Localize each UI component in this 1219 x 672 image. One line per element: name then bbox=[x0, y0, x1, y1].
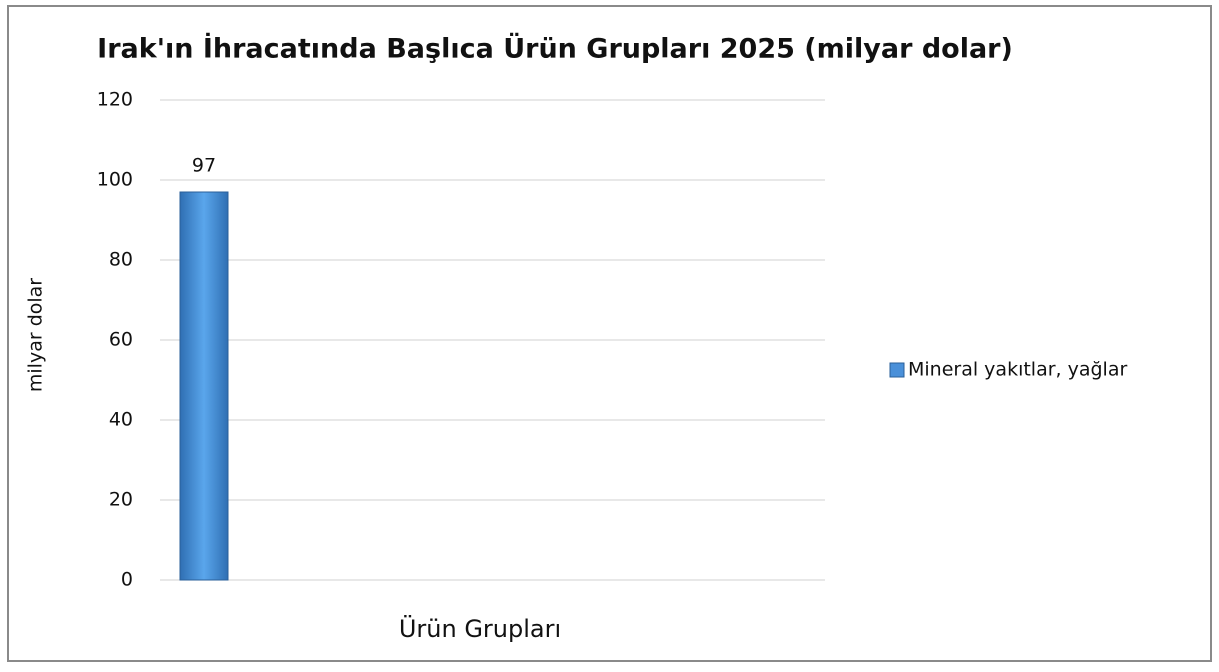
y-tick-label: 80 bbox=[109, 249, 133, 271]
legend-swatch bbox=[889, 362, 905, 378]
bar bbox=[179, 191, 229, 581]
y-tick-label: 40 bbox=[109, 409, 133, 431]
y-axis-label: milyar dolar bbox=[25, 278, 47, 392]
y-tick-label: 20 bbox=[109, 489, 133, 511]
y-tick-label: 60 bbox=[109, 329, 133, 351]
x-axis-label: Ürün Grupları bbox=[399, 614, 561, 643]
y-tick-label: 0 bbox=[121, 569, 133, 591]
data-label: 97 bbox=[192, 155, 216, 177]
legend-label: Mineral yakıtlar, yağlar bbox=[908, 359, 1127, 381]
y-tick-label: 100 bbox=[97, 169, 133, 191]
chart-title: Irak'ın İhracatında Başlıca Ürün Gruplar… bbox=[97, 32, 1013, 65]
y-tick-label: 120 bbox=[97, 89, 133, 111]
